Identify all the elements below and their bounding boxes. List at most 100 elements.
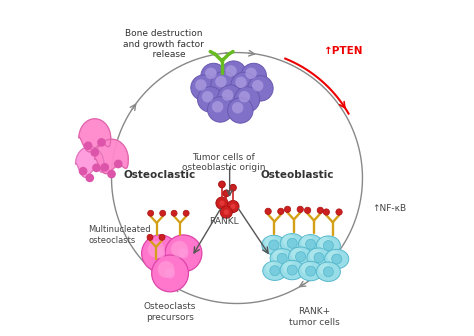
Circle shape [165,235,202,272]
Text: Bone destruction
and growth factor
    release: Bone destruction and growth factor relea… [123,29,204,59]
Circle shape [219,201,225,206]
Circle shape [284,206,291,213]
Circle shape [336,209,342,215]
Circle shape [252,80,264,91]
Text: Multinucleated
osteoclasts: Multinucleated osteoclasts [88,225,151,245]
Ellipse shape [280,234,304,253]
Circle shape [314,253,324,263]
Ellipse shape [299,261,323,281]
Text: ↑PTEN: ↑PTEN [324,46,364,56]
Circle shape [319,237,331,249]
Circle shape [201,63,226,89]
Circle shape [85,173,94,182]
Circle shape [277,253,287,263]
Circle shape [79,167,87,175]
Circle shape [147,234,153,240]
Circle shape [332,254,342,264]
Circle shape [205,68,217,79]
Circle shape [223,190,229,197]
Circle shape [269,240,279,250]
Circle shape [212,101,223,113]
Circle shape [304,207,311,214]
Circle shape [171,210,177,216]
Circle shape [232,102,243,114]
Circle shape [92,164,101,172]
Circle shape [225,65,237,77]
Ellipse shape [316,262,340,282]
Circle shape [291,248,303,260]
Circle shape [328,250,339,262]
Circle shape [227,201,239,212]
Circle shape [230,204,236,209]
Circle shape [191,75,216,100]
Circle shape [218,85,243,111]
Circle shape [208,97,233,122]
Circle shape [323,241,333,251]
Circle shape [165,268,175,279]
Circle shape [100,163,109,172]
Ellipse shape [289,247,313,266]
Circle shape [91,148,99,157]
Text: ↑NF-κB: ↑NF-κB [372,204,406,213]
Circle shape [148,241,164,258]
Circle shape [202,91,213,102]
Circle shape [297,206,303,213]
Circle shape [215,76,227,87]
Text: Osteoclastic: Osteoclastic [124,170,196,180]
Circle shape [234,87,260,112]
Circle shape [158,261,174,278]
Circle shape [287,265,297,275]
Circle shape [287,238,297,248]
Ellipse shape [325,249,349,269]
Circle shape [248,76,273,101]
Circle shape [211,72,237,97]
Circle shape [296,252,306,262]
Text: Osteoclasts
precursors: Osteoclasts precursors [144,302,196,322]
Circle shape [319,263,331,275]
Circle shape [283,235,295,247]
Circle shape [310,249,322,261]
Circle shape [219,181,225,188]
Circle shape [114,160,123,168]
Circle shape [238,91,250,102]
Circle shape [221,61,246,86]
Ellipse shape [280,260,304,280]
Circle shape [229,184,237,191]
Text: RANKL: RANKL [209,216,238,225]
Circle shape [323,267,333,277]
Circle shape [107,170,116,178]
Circle shape [235,77,247,88]
Ellipse shape [262,235,286,255]
Circle shape [273,250,285,262]
Text: RANK+
tumor cells: RANK+ tumor cells [289,307,339,327]
Circle shape [264,236,276,248]
Circle shape [84,141,92,150]
Ellipse shape [263,261,287,281]
Circle shape [171,241,188,258]
Circle shape [278,208,284,215]
Circle shape [97,138,106,147]
Circle shape [306,266,316,276]
Circle shape [323,209,329,215]
Polygon shape [95,139,128,174]
Circle shape [265,262,277,274]
Circle shape [283,261,295,274]
Circle shape [152,255,189,292]
Circle shape [306,239,316,249]
Circle shape [246,68,257,79]
Circle shape [228,98,253,123]
Polygon shape [79,119,111,152]
Circle shape [148,210,154,216]
Ellipse shape [299,235,323,254]
Polygon shape [75,146,104,177]
Circle shape [222,89,233,101]
Circle shape [270,266,280,276]
Circle shape [265,208,271,215]
Circle shape [231,72,256,98]
Circle shape [224,209,229,215]
Circle shape [142,235,178,272]
Ellipse shape [270,249,294,268]
Circle shape [301,262,313,275]
Ellipse shape [307,248,331,267]
Circle shape [241,63,266,89]
